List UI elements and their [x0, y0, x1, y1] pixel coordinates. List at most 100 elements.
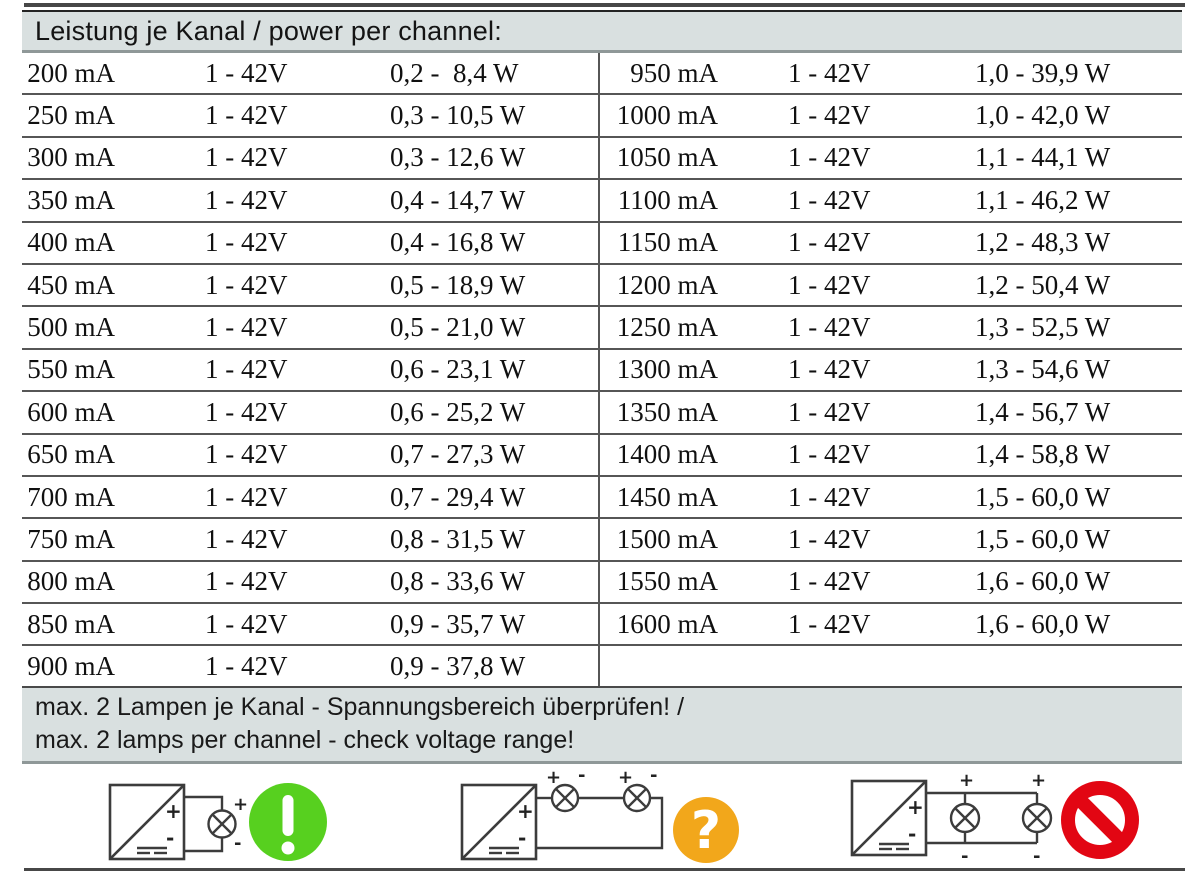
cell-w-right: 1,4 - 56,7 W: [975, 396, 1111, 427]
cell-w-left: 0,6 - 25,2 W: [390, 396, 526, 427]
table-row: 500 mA 1 - 42V 0,5 - 21,0 W 1250 mA 1 - 42V 1…: [22, 307, 1182, 350]
diagram-two-lamps-series: + - + - + - ?: [460, 768, 739, 863]
svg-text:+: +: [165, 799, 182, 823]
cell-v-right: 1 - 42V: [788, 312, 871, 343]
cell-w-right: 1,2 - 50,4 W: [975, 269, 1111, 300]
cell-w-left: 0,8 - 33,6 W: [390, 566, 526, 597]
cell-v-left: 1 - 42V: [205, 651, 288, 682]
cell-ma-right: 1550 mA: [598, 561, 775, 603]
cell-v-left: 1 - 42V: [205, 269, 288, 300]
table-row: 400 mA 1 - 42V 0,4 - 16,8 W 1150 mA 1 - 42V 1…: [22, 222, 1182, 265]
cell-v-left: 1 - 42V: [205, 354, 288, 385]
table-row: 300 mA 1 - 42V 0,3 - 12,6 W 1050 mA 1 - 42V 1…: [22, 137, 1182, 181]
cell-v-left: 1 - 42V: [205, 184, 288, 215]
svg-text:+: +: [1031, 770, 1046, 791]
svg-text:+: +: [959, 770, 974, 791]
cell-v-left: 1 - 42V: [205, 312, 288, 343]
cell-ma-right: 1450 mA: [598, 476, 775, 518]
cell-v-right: 1 - 42V: [788, 142, 871, 173]
cell-v-right: 1 - 42V: [788, 57, 871, 88]
cell-v-left: 1 - 42V: [205, 481, 288, 512]
cell-w-left: 0,7 - 27,3 W: [390, 439, 526, 470]
cell-ma-left: 850 mA: [27, 608, 115, 639]
table-row: 700 mA 1 - 42V 0,7 - 29,4 W 1450 mA 1 - 42V 1…: [22, 476, 1182, 520]
lamp-icon: [207, 809, 237, 839]
cell-ma-right: 950 mA: [598, 53, 775, 94]
power-table-body: 200 mA 1 - 42V 0,2 - 8,4 W 950 mA 1 - 42V 1,0…: [22, 53, 1182, 689]
cell-ma-left: 350 mA: [27, 184, 115, 215]
cell-w-left: 0,9 - 35,7 W: [390, 608, 526, 639]
table-row: 750 mA 1 - 42V 0,8 - 31,5 W 1500 mA 1 - 42V 1…: [22, 519, 1182, 562]
cell-v-left: 1 - 42V: [205, 100, 288, 131]
table-row: 250 mA 1 - 42V 0,3 - 10,5 W 1000 mA 1 - 42V 1…: [22, 95, 1182, 138]
cell-ma-left: 600 mA: [27, 396, 115, 427]
svg-text:-: -: [961, 846, 968, 867]
cell-w-left: 0,5 - 18,9 W: [390, 269, 526, 300]
ok-exclamation-icon: [249, 783, 327, 861]
cell-w-right: 1,1 - 46,2 W: [975, 184, 1111, 215]
cell-v-right: 1 - 42V: [788, 227, 871, 258]
cell-w-left: 0,7 - 29,4 W: [390, 481, 526, 512]
table-row: 350 mA 1 - 42V 0,4 - 14,7 W 1100 mA 1 - 42V 1…: [22, 180, 1182, 223]
svg-text:-: -: [234, 833, 241, 854]
cell-w-right: [970, 646, 1182, 686]
prohibited-icon: [1061, 781, 1139, 859]
cell-w-right: 1,6 - 60,0 W: [975, 608, 1111, 639]
cell-w-right: 1,3 - 54,6 W: [975, 354, 1111, 385]
driver-symbol: + -: [850, 779, 928, 857]
table-row: 200 mA 1 - 42V 0,2 - 8,4 W 950 mA 1 - 42V 1,0…: [22, 53, 1182, 96]
cell-ma-left: 550 mA: [27, 354, 115, 385]
table-row: 900 mA 1 - 42V 0,9 - 37,8 W: [22, 646, 1182, 689]
table-row: 650 mA 1 - 42V 0,7 - 27,3 W 1400 mA 1 - 42V 1…: [22, 434, 1182, 477]
cell-ma-right: 1250 mA: [598, 307, 775, 348]
cell-v-right: 1 - 42V: [788, 523, 871, 554]
cell-ma-right: 1150 mA: [598, 222, 775, 263]
lamp-icon: [949, 802, 981, 834]
cell-w-right: 1,5 - 60,0 W: [975, 481, 1111, 512]
diagram-one-lamp: + - + -: [108, 783, 327, 861]
cell-ma-left: 800 mA: [27, 566, 115, 597]
cell-ma-right: 1050 mA: [598, 137, 775, 179]
svg-text:+: +: [517, 799, 534, 823]
note-box: max. 2 Lampen je Kanal - Spannungsbereic…: [22, 686, 1182, 764]
cell-ma-left: 700 mA: [27, 481, 115, 512]
cell-v-right: 1 - 42V: [788, 396, 871, 427]
table-row: 800 mA 1 - 42V 0,8 - 33,6 W 1550 mA 1 - 42V 1…: [22, 561, 1182, 605]
cell-w-left: 0,8 - 31,5 W: [390, 523, 526, 554]
svg-text:-: -: [166, 826, 174, 850]
diagram-two-lamps-parallel: + - + + - -: [850, 770, 1139, 867]
cell-v-right: 1 - 42V: [788, 481, 871, 512]
cell-w-left: 0,5 - 21,0 W: [390, 312, 526, 343]
question-icon: ?: [673, 797, 739, 863]
cell-ma-left: 900 mA: [27, 651, 115, 682]
lamp-icon: [1021, 802, 1053, 834]
cell-v-right: 1 - 42V: [788, 354, 871, 385]
cell-v-left: 1 - 42V: [205, 523, 288, 554]
cell-ma-left: 500 mA: [27, 312, 115, 343]
cell-w-right: 1,2 - 48,3 W: [975, 227, 1111, 258]
cell-v-right: 1 - 42V: [788, 439, 871, 470]
cell-ma-left: 450 mA: [27, 269, 115, 300]
lamp-icon: [550, 783, 580, 813]
cell-v-left: 1 - 42V: [205, 142, 288, 173]
svg-text:-: -: [578, 768, 585, 786]
cell-w-right: 1,0 - 39,9 W: [975, 57, 1111, 88]
cell-v-right: [775, 646, 970, 686]
cell-v-left: 1 - 42V: [205, 227, 288, 258]
svg-text:+: +: [233, 794, 248, 815]
cell-v-right: 1 - 42V: [788, 608, 871, 639]
cell-v-right: 1 - 42V: [788, 566, 871, 597]
svg-text:+: +: [546, 768, 561, 788]
cell-w-left: 0,4 - 14,7 W: [390, 184, 526, 215]
cell-ma-right: 1100 mA: [598, 180, 775, 221]
cell-w-left: 0,3 - 12,6 W: [390, 142, 526, 173]
cell-v-left: 1 - 42V: [205, 57, 288, 88]
cell-ma-left: 300 mA: [27, 142, 115, 173]
cell-w-right: 1,4 - 58,8 W: [975, 439, 1111, 470]
cell-v-left: 1 - 42V: [205, 439, 288, 470]
cell-w-left: 0,3 - 10,5 W: [390, 100, 526, 131]
cell-w-right: 1,1 - 44,1 W: [975, 142, 1111, 173]
power-table: 200 mA 1 - 42V 0,2 - 8,4 W 950 mA 1 - 42V 1,0…: [22, 53, 1182, 689]
table-row: 450 mA 1 - 42V 0,5 - 18,9 W 1200 mA 1 - 42V 1…: [22, 264, 1182, 308]
cell-ma-left: 250 mA: [27, 100, 115, 131]
